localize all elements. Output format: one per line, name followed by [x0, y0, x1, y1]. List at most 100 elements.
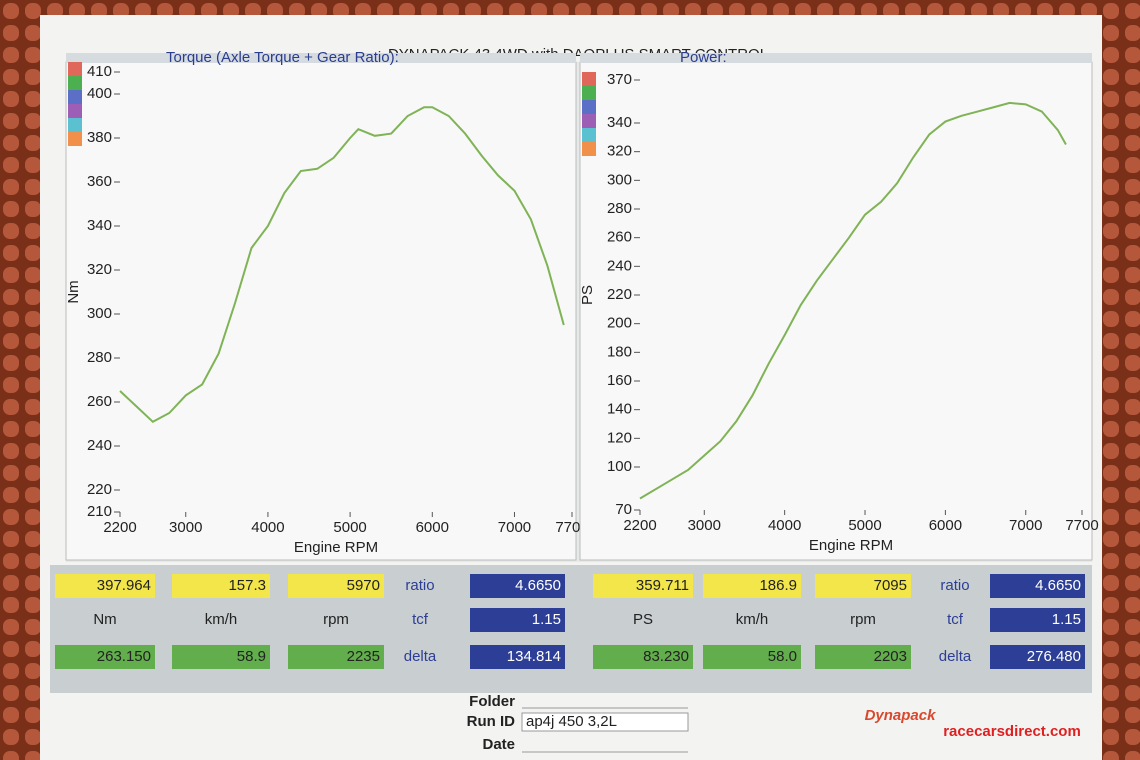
readout-box: [172, 574, 270, 598]
legend-swatch: [68, 118, 82, 132]
chart-title: Power:: [680, 49, 727, 66]
x-tick-label: 5000: [333, 519, 366, 536]
x-tick-label: 4000: [251, 519, 284, 536]
y-tick-label: 70: [615, 501, 632, 518]
readout-box: [815, 645, 911, 669]
x-tick-label: 7000: [498, 519, 531, 536]
readout-text: 157.3: [228, 577, 266, 594]
readout-box: [470, 645, 565, 669]
run-id: ap4j 450 3,2L: [526, 713, 617, 730]
readout-text: ratio: [940, 577, 969, 594]
readout-box: [990, 645, 1085, 669]
readout-box: [55, 645, 155, 669]
y-tick-label: 360: [87, 173, 112, 190]
readout-box: [172, 645, 270, 669]
y-tick-label: 340: [87, 217, 112, 234]
y-tick-label: 240: [87, 437, 112, 454]
y-tick-label: 410: [87, 63, 112, 80]
legend-swatch: [68, 62, 82, 76]
readout-text: 83.230: [643, 648, 689, 665]
y-tick-label: 220: [87, 481, 112, 498]
readout-text: Nm: [93, 611, 116, 628]
legend-swatch: [68, 104, 82, 118]
readout-text: ratio: [405, 577, 434, 594]
x-tick-label: 7700: [1065, 517, 1098, 534]
date-label: Date: [482, 736, 515, 753]
x-tick-label: 3000: [169, 519, 202, 536]
y-tick-label: 320: [607, 143, 632, 160]
readout-text: 4.6650: [1035, 577, 1081, 594]
readout-text: PS: [633, 611, 653, 628]
readout-text: 186.9: [759, 577, 797, 594]
readout-box: [990, 574, 1085, 598]
y-axis-label: PS: [579, 285, 596, 305]
y-tick-label: 210: [87, 503, 112, 520]
readout-text: delta: [939, 648, 972, 665]
readout-text: km/h: [736, 611, 769, 628]
data-line: [119, 106, 565, 424]
x-axis-label: Engine RPM: [809, 537, 893, 554]
readout-text: 2203: [874, 648, 907, 665]
readout-text: km/h: [205, 611, 238, 628]
x-tick-label: 7000: [1009, 517, 1042, 534]
y-tick-label: 400: [87, 85, 112, 102]
legend-swatch: [68, 90, 82, 104]
legend-swatch: [582, 100, 596, 114]
x-tick-label: 4000: [768, 517, 801, 534]
data-line: [639, 101, 1067, 500]
x-tick-label: 3000: [688, 517, 721, 534]
readout-box: [703, 574, 801, 598]
readout-box: [288, 574, 384, 598]
readout-box: [990, 608, 1085, 632]
watermark: racecarsdirect.com: [943, 723, 1081, 740]
readout-text: 4.6650: [515, 577, 561, 594]
readout-text: 263.150: [97, 648, 151, 665]
y-tick-label: 300: [87, 305, 112, 322]
legend-swatch: [582, 142, 596, 156]
readout-box: [470, 608, 565, 632]
readout-box: [470, 574, 565, 598]
y-tick-label: 280: [607, 200, 632, 217]
y-tick-label: 380: [87, 129, 112, 146]
legend-swatch: [582, 114, 596, 128]
run-id-label: Run ID: [467, 713, 515, 730]
y-tick-label: 280: [87, 349, 112, 366]
y-tick-label: 260: [607, 229, 632, 246]
y-tick-label: 240: [607, 257, 632, 274]
run-id-field: [521, 712, 689, 732]
readout-text: delta: [404, 648, 437, 665]
legend-swatch: [582, 128, 596, 142]
x-tick-label: 5000: [848, 517, 881, 534]
x-axis-label: Engine RPM: [294, 539, 378, 556]
x-tick-label: 6000: [929, 517, 962, 534]
y-tick-label: 320: [87, 261, 112, 278]
readout-text: tcf: [947, 611, 964, 628]
y-tick-label: 340: [607, 114, 632, 131]
readout-text: 1.15: [1052, 611, 1081, 628]
readout-text: 5970: [347, 577, 380, 594]
readout-text: rpm: [850, 611, 876, 628]
readout-box: [593, 574, 693, 598]
y-axis-label: Nm: [65, 280, 82, 303]
logo: Dynapack: [865, 707, 937, 724]
readout-box: [815, 574, 911, 598]
chart-panel: [65, 61, 577, 561]
readout-box: [55, 574, 155, 598]
readout-box: [288, 645, 384, 669]
chart-title: Torque (Axle Torque + Gear Ratio):: [166, 49, 399, 66]
legend-swatch: [582, 72, 596, 86]
y-tick-label: 220: [607, 286, 632, 303]
legend-swatch: [68, 132, 82, 146]
chart-panel: [579, 61, 1093, 561]
legend-swatch: [68, 76, 82, 90]
readout-text: 359.711: [636, 577, 689, 594]
folder-label: Folder: [469, 693, 515, 710]
y-tick-label: 260: [87, 393, 112, 410]
y-tick-label: 200: [607, 315, 632, 332]
readout-text: tcf: [412, 611, 429, 628]
readout-text: 397.964: [97, 577, 151, 594]
chart-title-bar: [66, 53, 576, 63]
readout-box: [593, 645, 693, 669]
